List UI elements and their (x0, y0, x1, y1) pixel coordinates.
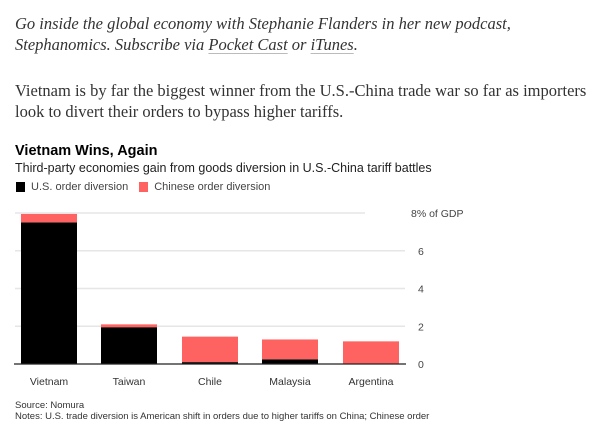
bar-chinese-chile (182, 336, 238, 363)
bar-chinese-vietnam (21, 213, 77, 223)
itunes-link[interactable]: iTunes (310, 35, 354, 54)
y-tick-label: 6 (418, 246, 424, 258)
bar-chinese-argentina (343, 341, 399, 364)
bar-us-chile (182, 362, 238, 364)
x-tick-label: Taiwan (113, 376, 146, 388)
x-tick-label: Malaysia (269, 376, 311, 388)
bar-chart: 0 2 4 6 8% of GDP Vietnam Taiwan Chile Malaysia A… (14, 208, 464, 388)
chart-legend: U.S. order diversion Chinese order diver… (16, 181, 281, 193)
chart-source: Source: Nomura (15, 400, 85, 411)
y-tick-label: 4 (418, 284, 424, 296)
x-tick-label: Vietnam (30, 376, 69, 388)
legend-item-us: U.S. order diversion (16, 181, 128, 193)
bar-chinese-malaysia (262, 339, 318, 360)
chart-notes: Notes: U.S. trade diversion is American … (15, 411, 430, 422)
y-tick-label: 0 (418, 359, 424, 371)
y-tick-label: 8% of GDP (411, 208, 464, 220)
chart-subtitle: Third-party economies gain from goods di… (15, 161, 432, 175)
legend-item-chinese: Chinese order diversion (139, 181, 270, 193)
bar-us-malaysia (262, 359, 318, 364)
x-tick-label: Chile (198, 376, 222, 388)
legend-swatch-us (16, 182, 25, 192)
pocket-cast-link[interactable]: Pocket Cast (208, 35, 288, 54)
podcast-promo: Go inside the global economy with Stepha… (15, 14, 511, 54)
lede-paragraph: Vietnam is by far the biggest winner fro… (15, 81, 587, 121)
bar-us-taiwan (101, 327, 157, 364)
bar-us-vietnam (21, 222, 77, 364)
x-tick-label: Argentina (349, 376, 394, 388)
chart-title: Vietnam Wins, Again (15, 143, 158, 159)
legend-swatch-chinese (139, 182, 149, 192)
y-tick-label: 2 (418, 321, 424, 333)
bar-chinese-taiwan (101, 324, 157, 328)
